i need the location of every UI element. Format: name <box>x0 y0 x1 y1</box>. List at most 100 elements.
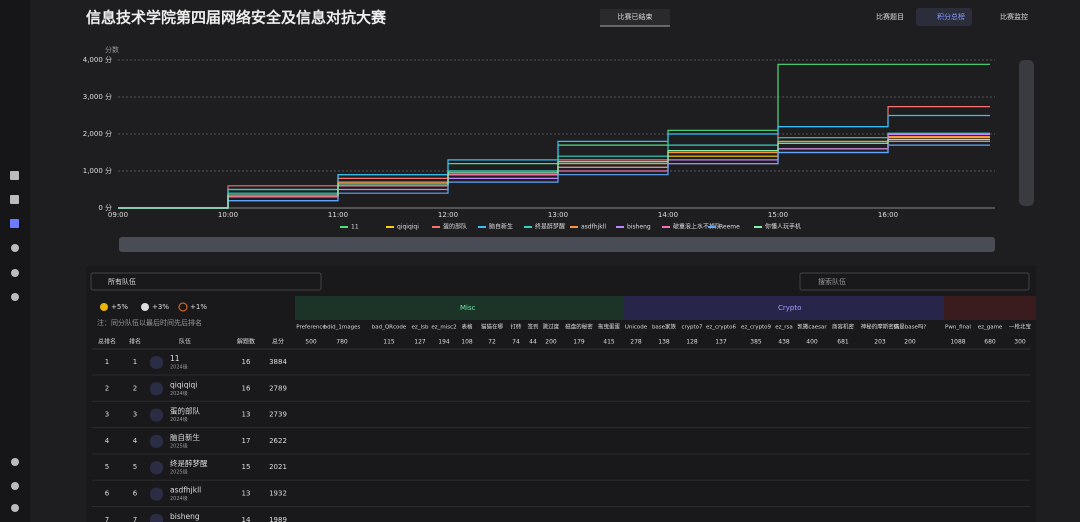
icon-doc[interactable] <box>10 195 19 204</box>
challenge-name: base家族 <box>652 323 677 331</box>
column-header: 队伍 <box>179 338 191 346</box>
team-grade: 2024级 <box>170 416 188 423</box>
legend-label: qiqiqiqi <box>397 224 419 231</box>
challenge-points: 500 <box>305 339 317 346</box>
nav-active <box>916 8 972 26</box>
challenge-name: bdid_1mages <box>324 325 361 331</box>
challenge-name: bad_QRcode <box>372 325 407 331</box>
nav-item[interactable]: 比赛题目 <box>876 12 904 21</box>
challenge-points: 681 <box>837 339 849 346</box>
team-name[interactable]: 蛋的部队 <box>170 406 200 416</box>
team-name[interactable]: qiqiqiqi <box>170 380 197 389</box>
y-zoom-slider[interactable] <box>1019 60 1034 206</box>
team-avatar <box>150 461 163 475</box>
challenge-points: 137 <box>715 339 727 346</box>
legend-label: 脑自新生 <box>489 223 513 231</box>
category-label: Misc <box>460 304 476 312</box>
team-name[interactable]: 终是醉梦醒 <box>170 458 208 468</box>
legend-label: 你懂人玩手机 <box>765 223 801 231</box>
challenge-points: 278 <box>630 339 642 346</box>
rank: 4 <box>105 437 110 445</box>
team-name[interactable]: bisheng <box>170 512 200 521</box>
rank: 3 <box>133 411 137 419</box>
series-line <box>118 140 990 209</box>
icon-lang[interactable] <box>11 458 19 466</box>
column-header: 总排名 <box>98 338 116 346</box>
team-avatar <box>150 434 163 448</box>
series-line <box>118 144 990 209</box>
sidebar <box>0 0 30 522</box>
zoom-slider[interactable] <box>119 237 995 252</box>
solves: 13 <box>242 411 251 419</box>
challenge-name: 猫猫在哪 <box>481 323 504 331</box>
score: 1932 <box>269 490 287 498</box>
y-tick-label: 2,000 分 <box>83 129 112 138</box>
sidebar-icons <box>10 171 19 512</box>
challenge-points: 72 <box>488 339 496 346</box>
nav-item[interactable]: 比赛监控 <box>1000 12 1028 21</box>
y-tick-label: 3,000 分 <box>83 92 112 101</box>
series-line <box>118 138 990 209</box>
challenge-name: 凯撒caesar <box>797 323 827 331</box>
icon-theme[interactable] <box>11 482 19 490</box>
rank: 5 <box>105 463 109 471</box>
team-name[interactable]: 脑自新生 <box>170 432 200 442</box>
challenge-points: 1088 <box>950 339 965 346</box>
challenge-points: 680 <box>984 339 996 346</box>
rank: 1 <box>105 358 109 366</box>
icon-flag[interactable] <box>10 219 19 228</box>
rank: 7 <box>105 516 109 522</box>
score: 2739 <box>269 411 287 419</box>
page-title: 信息技术学院第四届网络安全及信息对抗大赛 <box>86 9 387 27</box>
team-avatar <box>150 382 163 396</box>
rank: 6 <box>105 490 110 498</box>
status-box <box>600 9 670 26</box>
icon-home[interactable] <box>10 171 19 180</box>
challenge-name: Pwn_final <box>945 325 971 331</box>
challenge-name: 拖曳蛋蛋 <box>598 323 621 331</box>
x-tick-label: 13:00 <box>548 211 568 219</box>
team-avatar <box>150 408 163 422</box>
medal-icon <box>100 303 108 311</box>
column-header: 解题数 <box>237 338 255 346</box>
challenge-name: 表格 <box>461 323 473 331</box>
challenge-points: 127 <box>414 339 426 346</box>
medal-icon <box>141 303 149 311</box>
challenge-name: ez_misc2 <box>431 325 456 331</box>
challenge-points: 200 <box>904 339 916 346</box>
search-placeholder[interactable]: 搜索队伍 <box>818 277 846 286</box>
team-select[interactable] <box>90 272 322 291</box>
team-name[interactable]: asdfhjkll <box>170 486 201 495</box>
icon-team[interactable] <box>11 244 19 252</box>
challenge-points: 115 <box>383 339 395 346</box>
icon-key[interactable] <box>11 293 19 301</box>
x-tick-label: 09:00 <box>108 211 128 219</box>
team-avatar <box>150 356 163 369</box>
nav-item[interactable]: 积分总榜 <box>937 12 965 21</box>
score: 1989 <box>269 516 287 522</box>
y-tick-label: 0 分 <box>98 203 112 212</box>
icon-user[interactable] <box>11 504 19 512</box>
challenge-name: Unicode <box>625 325 648 331</box>
challenge-points: 108 <box>461 339 473 346</box>
legend-item: +1% <box>190 303 207 311</box>
team-select-text[interactable]: 所有队伍 <box>108 277 136 286</box>
challenge-points: 780 <box>336 339 348 346</box>
legend-label: Reeme <box>719 224 740 231</box>
legend-item: +3% <box>152 303 169 311</box>
challenge-points: 179 <box>573 339 585 346</box>
search-box[interactable] <box>799 272 1030 291</box>
challenge-name: 签到 <box>527 323 538 331</box>
icon-info[interactable] <box>11 269 19 277</box>
challenge-name: 商容机密 <box>832 323 855 331</box>
column-header: 排名 <box>129 338 141 346</box>
challenge-name: crypto7 <box>681 325 703 331</box>
challenge-name: 神秘的摩斯密码 <box>861 323 900 331</box>
series-line <box>118 63 990 209</box>
solves: 16 <box>242 384 251 392</box>
category-band <box>944 296 1036 320</box>
team-name[interactable]: 11 <box>170 354 180 363</box>
team-avatar <box>150 513 163 522</box>
x-tick-label: 12:00 <box>438 211 458 219</box>
